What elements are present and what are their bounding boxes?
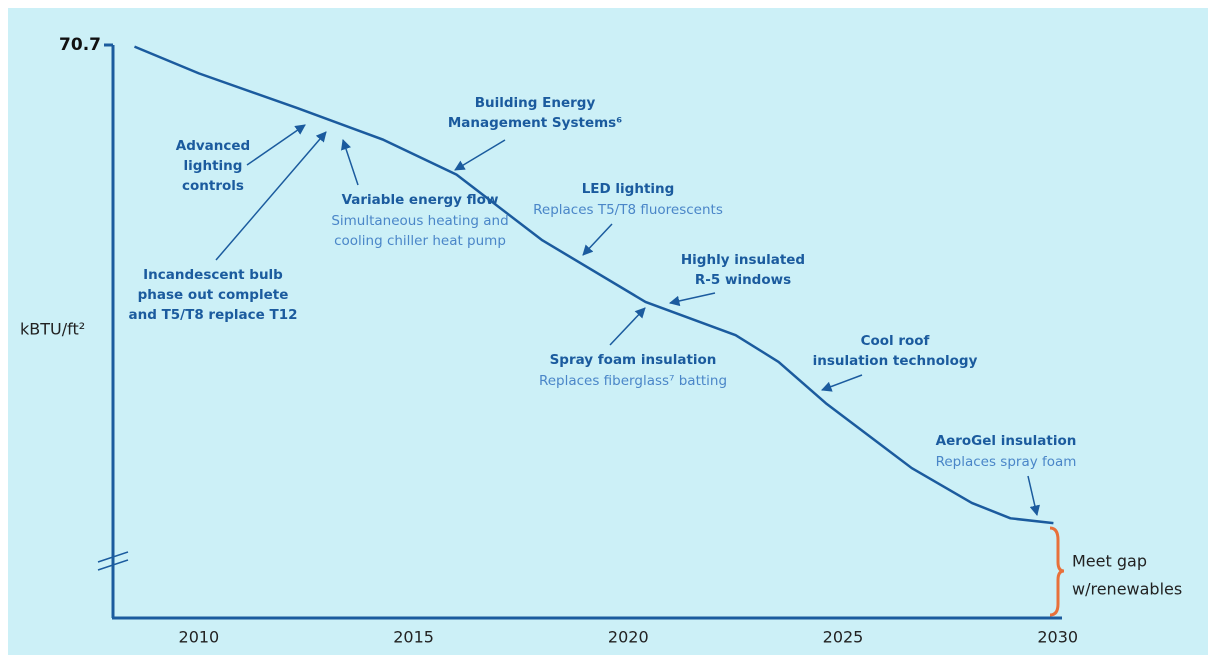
annotation-arrow xyxy=(1027,475,1040,517)
annotation-subtitle: Replaces spray foam xyxy=(936,454,1077,470)
y-axis-label: kBTU/ft² xyxy=(20,320,85,339)
annotation-title: phase out complete xyxy=(138,287,289,303)
annotation-arrow xyxy=(246,124,306,166)
annotation-subtitle: Simultaneous heating and xyxy=(331,213,508,229)
line xyxy=(133,45,1054,525)
annotation-title: lighting xyxy=(184,158,243,174)
annotation-title: R-5 windows xyxy=(695,272,791,288)
annotation-title: Advanced xyxy=(176,138,250,154)
annotation-title: Building Energy xyxy=(475,95,596,111)
annotation-title: insulation technology xyxy=(813,353,978,369)
annotation-title: Cool roof xyxy=(861,333,930,349)
gap-brace xyxy=(1049,526,1065,617)
annotation-arrow xyxy=(821,374,863,392)
annotation-arrow xyxy=(582,223,613,256)
y-tick-label: 70.7 xyxy=(59,35,101,55)
x-tick-label: 2010 xyxy=(179,628,220,647)
annotation-arrow xyxy=(454,139,506,171)
annotation-title: Variable energy flow xyxy=(342,192,499,208)
x-tick-label: 2015 xyxy=(393,628,434,647)
annotation-title: LED lighting xyxy=(582,181,675,197)
x-tick-label: 2030 xyxy=(1037,628,1078,647)
annotation-title: Management Systems⁶ xyxy=(448,115,622,131)
annotation-subtitle: Replaces T5/T8 fluorescents xyxy=(533,202,723,218)
x-tick-label: 2020 xyxy=(608,628,649,647)
gap-label: Meet gap xyxy=(1072,552,1147,571)
annotation-title: Highly insulated xyxy=(681,252,805,268)
annotation-title: controls xyxy=(182,178,244,194)
annotation-arrow xyxy=(341,139,359,186)
background xyxy=(8,8,1208,655)
annotation-arrow xyxy=(215,131,327,261)
annotation-arrow xyxy=(668,292,716,307)
axis-break xyxy=(97,551,129,571)
annotation-title: and T5/T8 replace T12 xyxy=(129,307,298,323)
gap-label: w/renewables xyxy=(1072,580,1182,599)
annotation-subtitle: cooling chiller heat pump xyxy=(334,233,506,249)
annotation-subtitle: Replaces fiberglass⁷ batting xyxy=(539,373,727,389)
annotation-arrow xyxy=(609,307,646,346)
annotation-title: Incandescent bulb xyxy=(143,267,283,283)
annotation-title: AeroGel insulation xyxy=(936,433,1077,449)
annotation-title: Spray foam insulation xyxy=(550,352,717,368)
x-tick-label: 2025 xyxy=(823,628,864,647)
